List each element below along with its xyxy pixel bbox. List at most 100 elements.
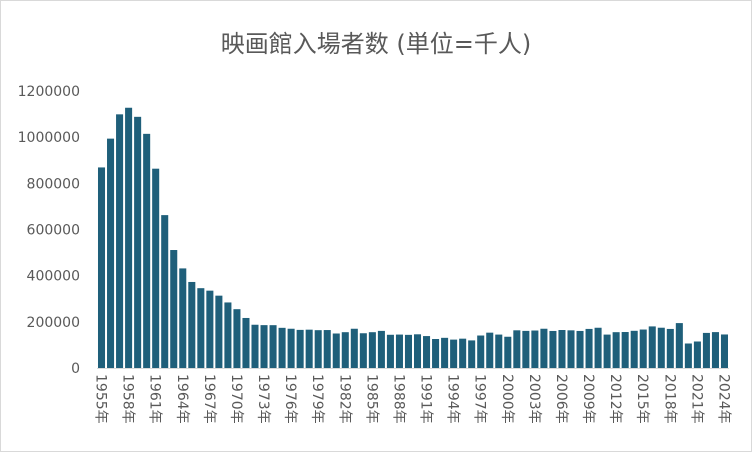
x-tick-label: 1964年 xyxy=(174,374,190,424)
bar xyxy=(107,138,115,368)
x-tick-label: 2012年 xyxy=(607,374,623,424)
bar xyxy=(125,107,133,368)
bar xyxy=(639,329,647,368)
x-tick-label: 1988年 xyxy=(390,374,406,424)
x-tick-label: 2000年 xyxy=(499,374,515,424)
bar xyxy=(675,323,683,368)
x-tick-label: 1973年 xyxy=(255,374,271,424)
bar xyxy=(666,328,674,368)
y-tick-label: 1200000 xyxy=(18,84,80,100)
bar xyxy=(197,288,205,368)
bar xyxy=(233,309,241,368)
bar xyxy=(648,326,656,368)
bar xyxy=(215,295,223,368)
bar xyxy=(630,330,638,368)
bar xyxy=(711,332,719,368)
x-tick-label: 1958年 xyxy=(120,374,136,424)
bar xyxy=(368,332,376,368)
x-tick-label: 2009年 xyxy=(580,374,596,424)
x-tick-label: 1982年 xyxy=(336,374,352,424)
bar xyxy=(386,334,394,368)
bar xyxy=(585,328,593,368)
x-tick-label: 1979年 xyxy=(309,374,325,424)
bar xyxy=(296,329,304,368)
y-tick-label: 600000 xyxy=(27,223,80,239)
bar xyxy=(305,329,313,368)
x-tick-label: 1976年 xyxy=(282,374,298,424)
bar xyxy=(278,327,286,368)
bar xyxy=(359,333,367,368)
bar xyxy=(594,327,602,368)
bar xyxy=(332,333,340,368)
bar xyxy=(450,339,458,368)
x-tick-label: 2015年 xyxy=(634,374,650,424)
x-tick-label: 1991年 xyxy=(418,374,434,424)
y-tick-label: 800000 xyxy=(27,176,80,192)
x-tick-label: 1985年 xyxy=(363,374,379,424)
bar xyxy=(468,340,476,368)
x-tick-label: 2021年 xyxy=(688,374,704,424)
bars xyxy=(97,107,728,368)
bar xyxy=(576,330,584,368)
bar xyxy=(97,167,106,368)
x-tick-label: 1961年 xyxy=(147,374,163,424)
y-axis-ticks: 0 200000 400000 600000 800000 1000000 1200000 xyxy=(18,84,80,377)
bar xyxy=(161,215,169,368)
bar xyxy=(657,327,665,368)
bar xyxy=(323,330,331,368)
bar xyxy=(377,330,385,368)
bar xyxy=(395,334,403,368)
bar xyxy=(549,330,557,368)
bar xyxy=(251,324,259,368)
bar xyxy=(143,133,151,368)
bar xyxy=(179,268,187,368)
x-tick-label: 2006年 xyxy=(553,374,569,424)
bar xyxy=(314,330,322,368)
x-axis-ticks: 1955年 1958年 1961年 1964年 1967年 1970年 1973年 1976年… xyxy=(93,374,732,424)
x-tick-label: 1967年 xyxy=(201,374,217,424)
bar xyxy=(486,332,494,368)
bar xyxy=(432,339,440,368)
bar xyxy=(621,332,629,368)
bar xyxy=(441,337,449,368)
bar xyxy=(540,328,548,368)
chart-title: 映画館入場者数 (単位=千人) xyxy=(220,30,532,58)
y-tick-label: 0 xyxy=(71,361,80,377)
bar xyxy=(684,343,692,368)
bar xyxy=(567,330,575,368)
bar xyxy=(513,330,521,368)
bar xyxy=(522,330,530,368)
bar xyxy=(134,116,142,368)
x-tick-label: 1997年 xyxy=(472,374,488,424)
bar xyxy=(423,336,431,368)
y-tick-label: 200000 xyxy=(27,315,80,331)
bar xyxy=(459,338,467,368)
bar xyxy=(341,332,349,368)
bar xyxy=(269,325,277,368)
bar xyxy=(242,317,250,368)
bar xyxy=(693,341,701,368)
bar xyxy=(720,334,728,368)
x-tick-label: 1970年 xyxy=(228,374,244,424)
bar xyxy=(495,334,503,368)
y-tick-label: 400000 xyxy=(27,269,80,285)
bar xyxy=(558,330,566,368)
bar xyxy=(477,335,485,368)
x-tick-label: 1955年 xyxy=(93,374,109,424)
x-tick-label: 2018年 xyxy=(661,374,677,424)
bar xyxy=(531,330,539,368)
bar xyxy=(287,328,295,368)
bar xyxy=(260,325,268,368)
bar xyxy=(603,334,611,368)
bar xyxy=(224,302,232,368)
bar xyxy=(612,332,620,368)
bar xyxy=(404,334,412,368)
bar xyxy=(702,332,710,368)
x-tick-label: 1994年 xyxy=(445,374,461,424)
bar xyxy=(504,336,512,368)
bar xyxy=(350,328,358,368)
x-tick-label: 2024年 xyxy=(715,374,731,424)
bar xyxy=(188,281,196,368)
bar xyxy=(206,290,214,368)
